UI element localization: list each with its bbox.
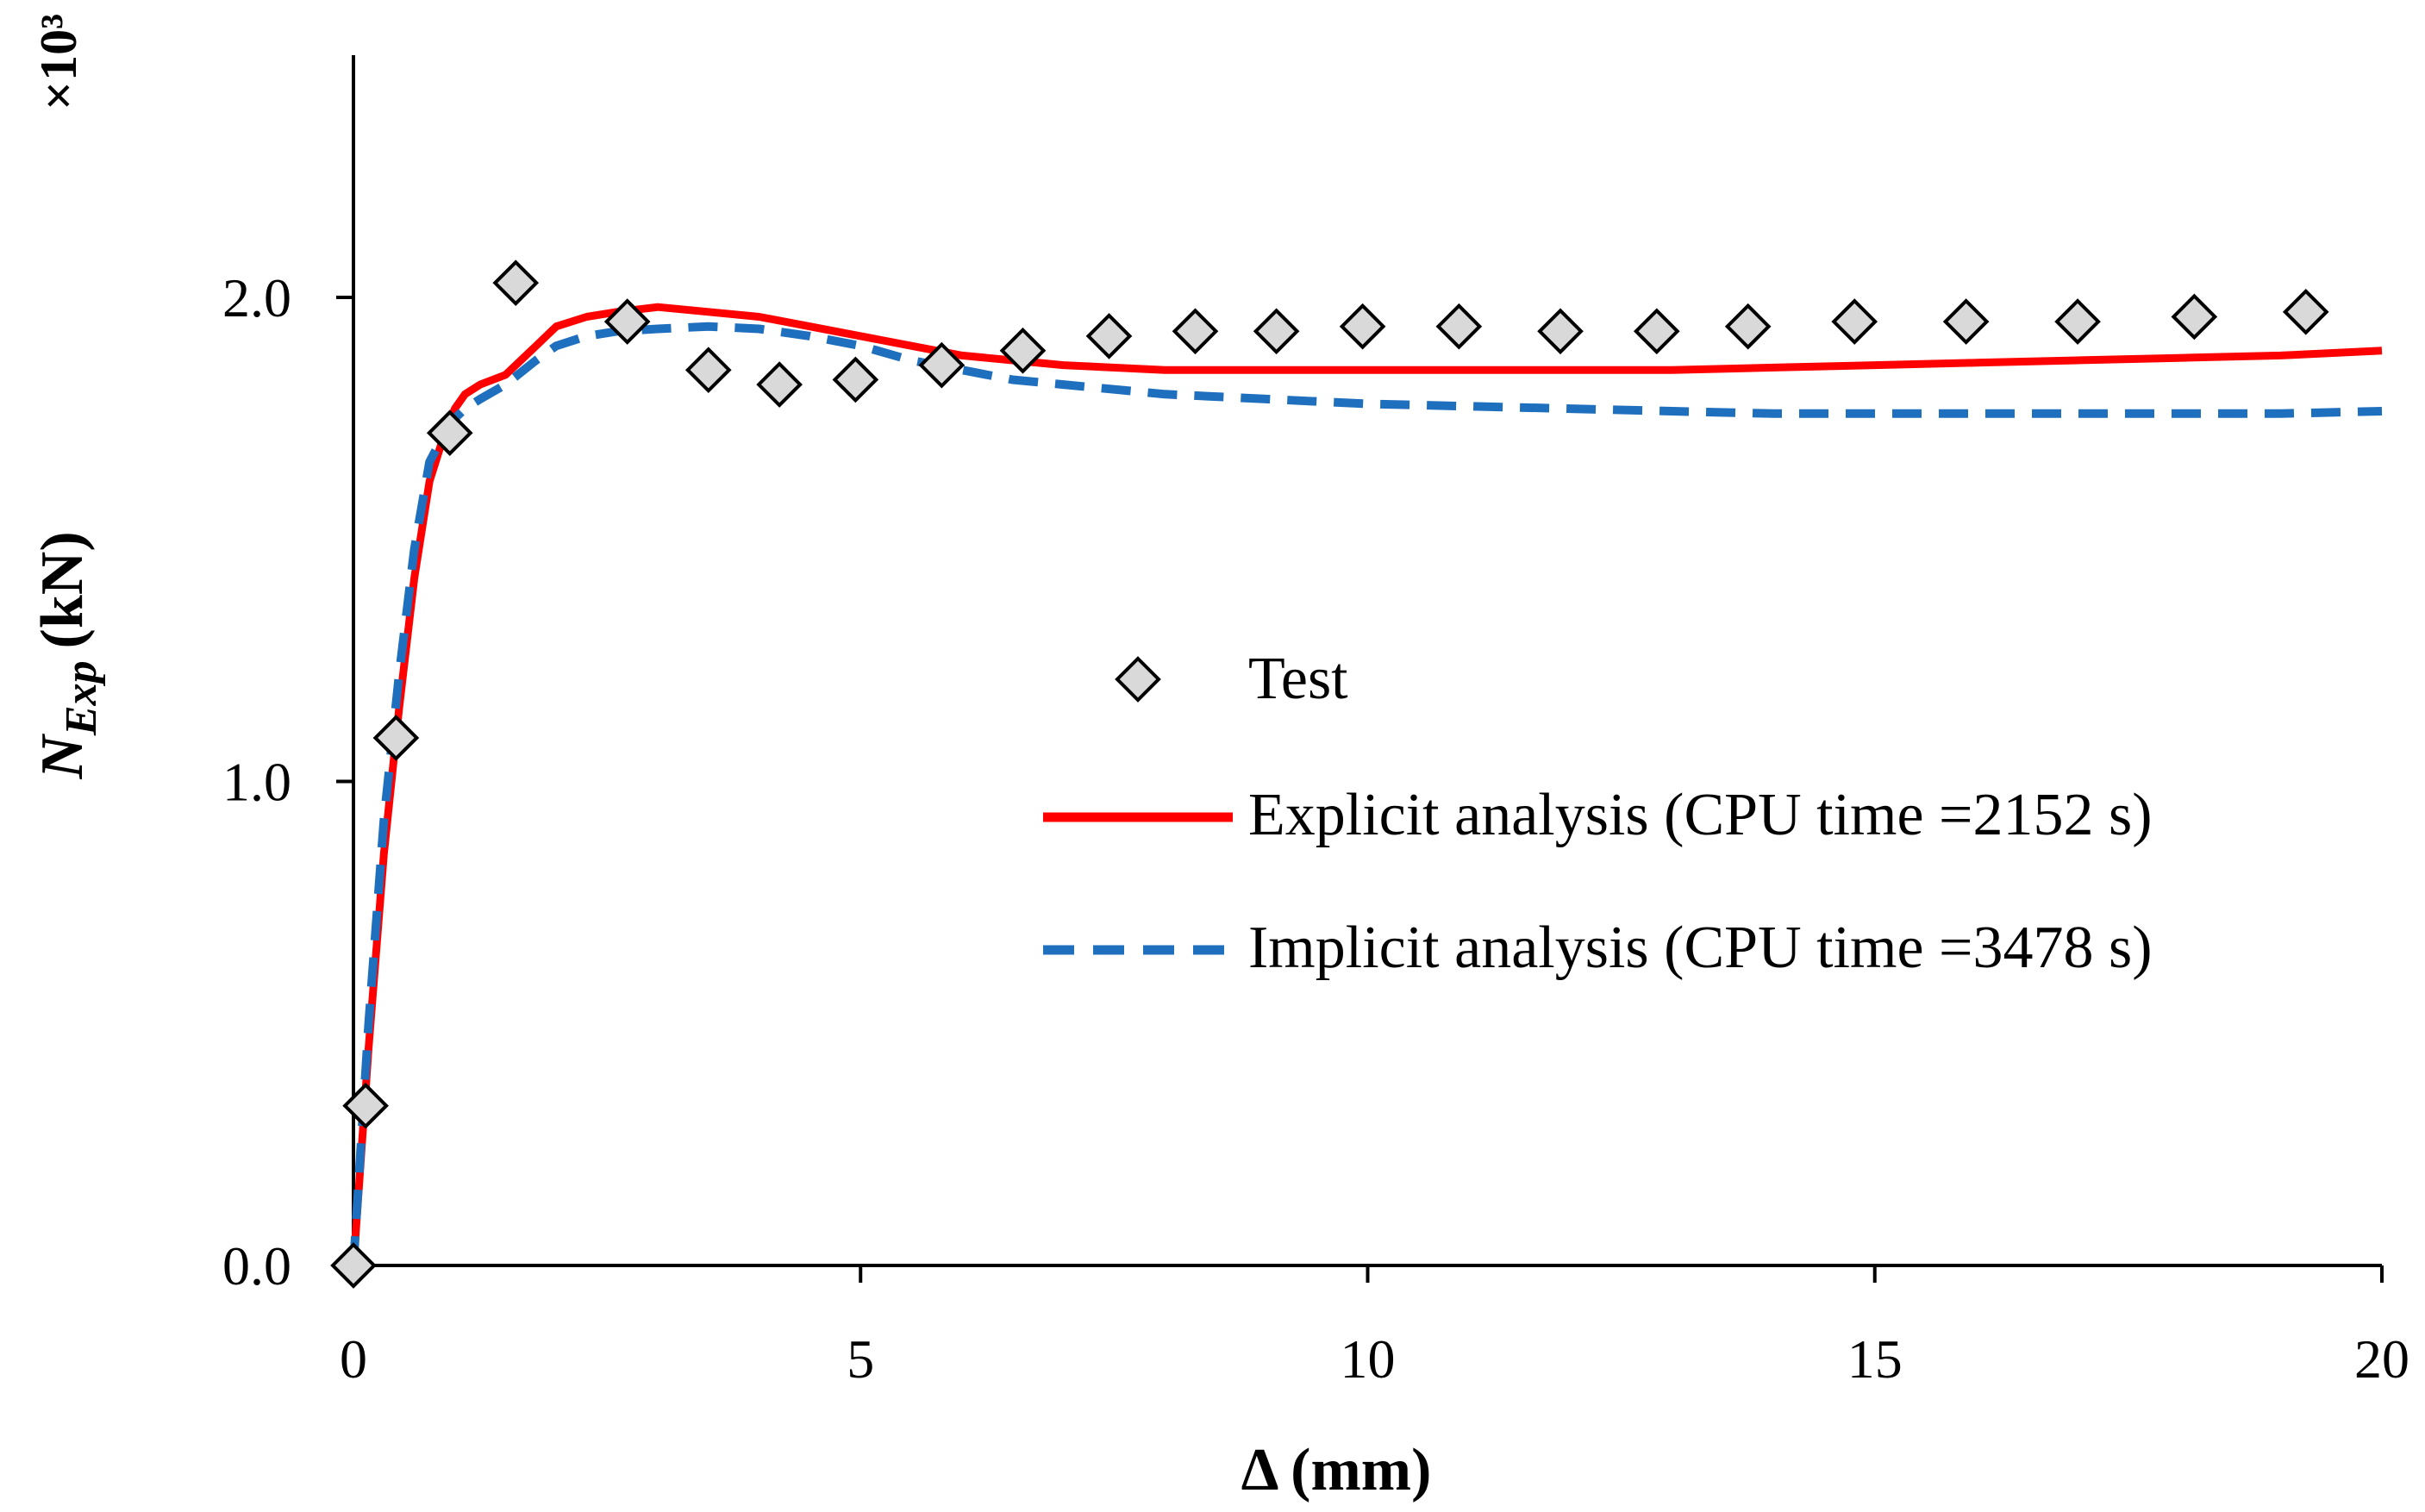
- test-point: [372, 715, 420, 761]
- test-point: [1339, 303, 1386, 350]
- test-point: [426, 409, 473, 457]
- test-point: [1831, 298, 1878, 345]
- y-axis-title-sub: Exp: [57, 660, 106, 736]
- y-tick-label: 2.0: [222, 267, 291, 328]
- test-point: [1537, 308, 1584, 355]
- test-point: [2171, 293, 2218, 341]
- legend-label-test: Test: [1248, 646, 1348, 712]
- test-point: [2054, 298, 2101, 345]
- y-axis-title-unit: (kN): [29, 531, 96, 648]
- test-point: [918, 341, 966, 389]
- test-point: [756, 361, 803, 408]
- legend-marker-test: [1115, 656, 1161, 703]
- series-line-implicit: [349, 322, 2383, 1266]
- x-axis-title: Δ (mm): [1241, 1437, 1432, 1503]
- test-point: [1435, 303, 1483, 350]
- svg-text:NExp(kN): NExp (kN): [29, 531, 106, 779]
- legend-label-implicit: Implicit analysis (CPU time =3478 s): [1248, 915, 2153, 981]
- test-point: [1724, 303, 1772, 350]
- test-point: [492, 259, 540, 306]
- test-point: [1172, 308, 1219, 355]
- x-tick-label: 10: [1341, 1328, 1396, 1390]
- y-tick-label: 1.0: [222, 752, 291, 813]
- x-ticks: 0 5 10 15 20: [340, 1265, 2409, 1390]
- legend-item-test: Test: [1115, 646, 1348, 712]
- x-tick-label: 5: [847, 1328, 874, 1390]
- test-point: [1633, 308, 1680, 355]
- markers-layer: [330, 259, 2329, 1289]
- axes: [352, 55, 2382, 1267]
- y-axis-title: NExp (kN): [29, 531, 106, 779]
- series-line-explicit: [349, 303, 2383, 1266]
- test-point: [684, 347, 732, 394]
- x-tick-label: 15: [1847, 1328, 1903, 1390]
- x-tick-label: 0: [340, 1328, 367, 1390]
- legend-item-explicit: Explicit analysis (CPU time =2152 s): [1043, 782, 2153, 848]
- svg-text:×10³: ×10³: [30, 14, 87, 110]
- x-tick-label: 20: [2354, 1328, 2409, 1390]
- y-axis-title-main: N: [29, 734, 96, 780]
- series-layer: [349, 303, 2383, 1266]
- test-point: [1085, 313, 1133, 359]
- legend: Test Explicit analysis (CPU time =2152 s…: [1043, 646, 2153, 981]
- y-multiplier: ×10³: [30, 14, 87, 110]
- test-point: [342, 1082, 389, 1129]
- test-point: [603, 298, 651, 345]
- test-point: [1253, 308, 1300, 355]
- test-point: [1942, 298, 1990, 345]
- y-ticks: 0.0 1.0 2.0: [222, 267, 353, 1296]
- test-point: [2282, 289, 2329, 335]
- y-tick-label: 0.0: [222, 1235, 291, 1296]
- test-point: [832, 356, 879, 403]
- legend-item-implicit: Implicit analysis (CPU time =3478 s): [1043, 915, 2153, 981]
- test-point: [330, 1242, 377, 1289]
- legend-label-explicit: Explicit analysis (CPU time =2152 s): [1248, 782, 2153, 848]
- test-point: [999, 327, 1047, 374]
